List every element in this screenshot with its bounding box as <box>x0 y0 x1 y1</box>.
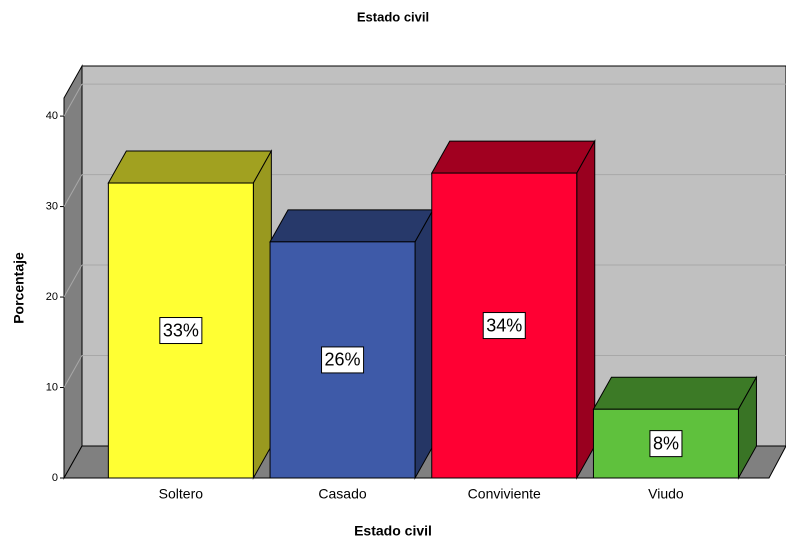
data-label-box <box>649 430 683 458</box>
bar-top <box>107 150 273 184</box>
bar-side <box>576 139 596 480</box>
y-tick-label: 40 <box>46 110 58 122</box>
grid-line <box>63 83 83 117</box>
y-tick-label: 0 <box>52 472 58 484</box>
data-label-box <box>159 317 203 345</box>
x-tick-label: Viudo <box>648 486 684 502</box>
data-label: 34% <box>486 315 522 335</box>
data-label-group: 8% <box>649 430 683 458</box>
data-label-box <box>321 346 365 374</box>
data-label-group: 26% <box>321 346 365 374</box>
bar-side <box>414 207 434 480</box>
data-label-group: 34% <box>482 312 526 340</box>
grid-line <box>63 355 83 388</box>
bar-top <box>269 209 434 243</box>
bar-top <box>430 140 596 174</box>
data-label-group: 33% <box>159 317 203 345</box>
grid-line <box>63 174 83 207</box>
y-tick-label: 10 <box>46 381 58 393</box>
y-tick-label: 30 <box>46 200 58 212</box>
grid-line <box>63 264 83 298</box>
bar-side <box>252 149 272 480</box>
data-label: 33% <box>163 320 199 340</box>
chart-title: Estado civil <box>357 9 429 24</box>
bar-top <box>592 376 758 410</box>
left-wall <box>63 64 83 480</box>
data-label: 8% <box>653 433 679 453</box>
data-label-box <box>482 312 526 340</box>
x-tick-label: Casado <box>318 486 366 502</box>
x-tick-label: Conviviente <box>468 486 541 502</box>
data-label: 26% <box>325 350 361 370</box>
x-axis-label: Estado civil <box>354 523 432 539</box>
y-axis-label: Porcentaje <box>11 252 27 324</box>
x-tick-label: Soltero <box>159 486 204 502</box>
y-tick-label: 20 <box>46 291 58 303</box>
